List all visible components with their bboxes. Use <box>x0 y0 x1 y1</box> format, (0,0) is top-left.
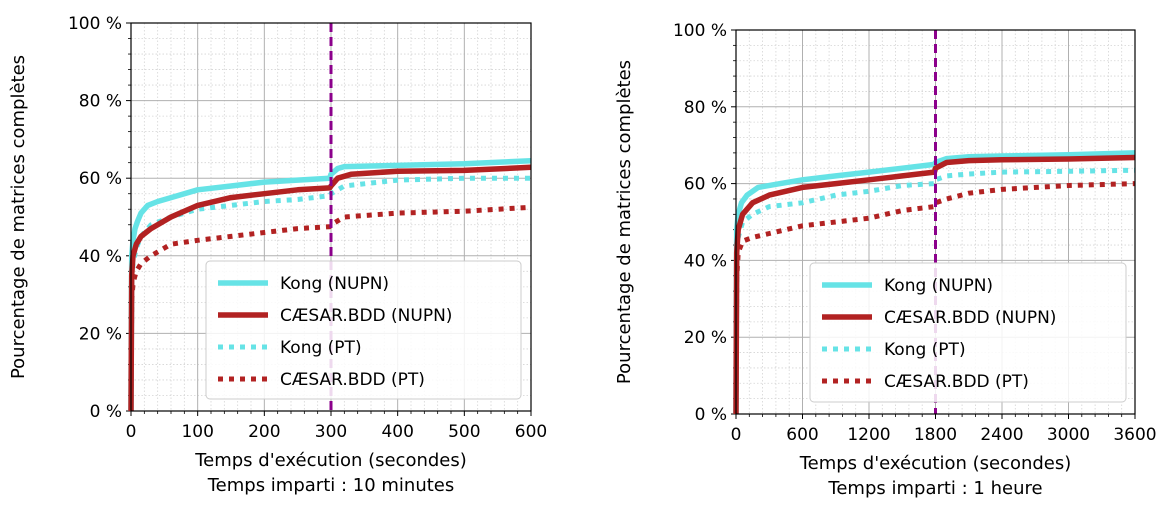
legend-box <box>205 260 522 400</box>
x-tick-label: 600 <box>515 422 547 442</box>
series-line-c-sar-bdd-nupn- <box>733 154 1136 415</box>
x-tick-label: 500 <box>448 422 480 442</box>
y-tick-label: 100 % <box>68 14 122 34</box>
x-tick-label: 3000 <box>1047 425 1090 445</box>
x-axis-sublabel: Temps imparti : 10 minutes <box>207 475 455 496</box>
legend-label: Kong (NUPN) <box>280 274 389 294</box>
legend-label: CÆSAR.BDD (PT) <box>884 372 1029 392</box>
series-line-c-sar-bdd-pt- <box>733 181 1136 415</box>
legend-label: CÆSAR.BDD (PT) <box>280 370 425 390</box>
x-tick-label: 1200 <box>847 425 890 445</box>
x-axis-label: Temps d'exécution (secondes) <box>799 453 1072 474</box>
y-tick-label: 60 % <box>79 169 122 189</box>
x-tick-label: 0 <box>731 425 742 445</box>
x-tick-label: 600 <box>786 425 818 445</box>
y-tick-label: 0 % <box>90 402 122 422</box>
x-tick-label: 3600 <box>1113 425 1156 445</box>
legend: Kong (NUPN) CÆSAR.BDD (NUPN) Kong (PT) CÆSA… <box>205 260 522 400</box>
x-tick-label: 400 <box>381 422 413 442</box>
series-line-c-sar-bdd-pt- <box>128 204 532 412</box>
y-tick-label: 40 % <box>79 247 122 267</box>
legend-label: CÆSAR.BDD (NUPN) <box>884 308 1056 328</box>
x-tick-label: 100 <box>181 422 213 442</box>
y-axis-label: Pourcentage de matrices complètes <box>8 55 29 379</box>
y-tick-label: 80 % <box>684 98 727 118</box>
y-tick-label: 60 % <box>684 175 727 195</box>
legend-label: Kong (NUPN) <box>884 276 993 296</box>
plot-frame <box>735 29 1136 415</box>
x-tick-label: 300 <box>315 422 347 442</box>
legend-label: CÆSAR.BDD (NUPN) <box>280 306 452 326</box>
x-tick-label: 2400 <box>980 425 1023 445</box>
x-axis-label: Temps d'exécution (secondes) <box>194 450 467 471</box>
y-tick-label: 100 % <box>673 21 727 41</box>
y-tick-label: 0 % <box>695 405 727 425</box>
y-tick-label: 20 % <box>684 328 727 348</box>
legend-box <box>809 262 1127 403</box>
series-line-kong-nupn- <box>128 157 532 412</box>
y-tick-label: 20 % <box>79 324 122 344</box>
y-tick-label: 80 % <box>79 92 122 112</box>
series-line-c-sar-bdd-nupn- <box>128 164 532 412</box>
x-axis-sublabel: Temps imparti : 1 heure <box>827 478 1042 499</box>
x-tick-label: 200 <box>248 422 280 442</box>
chart-2: 0 600 1200 1800 2400 3000 3600 0 % 20 % 40 % 60 % 8… <box>614 21 1157 499</box>
chart-1: 0 100 200 300 400 500 600 0 % 20 % 40 % 60 % 80 % 10… <box>8 14 547 496</box>
legend: Kong (NUPN) CÆSAR.BDD (NUPN) Kong (PT) CÆSA… <box>809 262 1127 403</box>
x-tick-label: 0 <box>126 422 137 442</box>
y-axis-label: Pourcentage de matrices complètes <box>614 60 635 384</box>
y-tick-label: 40 % <box>684 251 727 271</box>
x-tick-label: 1800 <box>914 425 957 445</box>
series-line-kong-nupn- <box>733 150 1136 415</box>
legend-label: Kong (PT) <box>884 340 966 360</box>
legend-label: Kong (PT) <box>280 338 362 358</box>
plot-frame <box>130 22 532 412</box>
